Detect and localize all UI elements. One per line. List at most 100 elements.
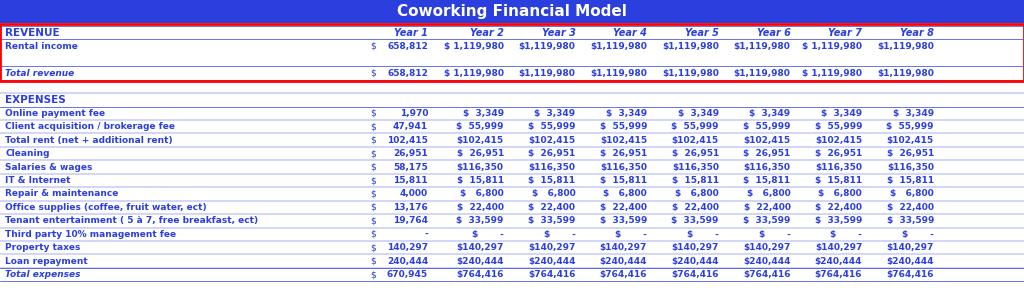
Text: $       -: $ -	[830, 230, 862, 239]
Text: $  15,811: $ 15,811	[887, 176, 934, 185]
Text: -: -	[424, 230, 428, 239]
Text: $  26,951: $ 26,951	[743, 149, 791, 158]
Text: 58,175: 58,175	[393, 162, 428, 172]
Text: $1,119,980: $1,119,980	[590, 42, 647, 51]
Text: $1,119,980: $1,119,980	[518, 42, 575, 51]
Text: $ 1,119,980: $ 1,119,980	[443, 69, 504, 78]
Text: $  33,599: $ 33,599	[815, 216, 862, 225]
Bar	[0, 0, 1024, 22]
Text: IT & Internet: IT & Internet	[5, 176, 71, 185]
Text: $102,415: $102,415	[672, 136, 719, 145]
Text: $   6,800: $ 6,800	[746, 189, 791, 198]
Text: $1,119,980: $1,119,980	[590, 69, 647, 78]
Text: $: $	[371, 149, 377, 158]
Text: $  26,951: $ 26,951	[600, 149, 647, 158]
Text: $   6,800: $ 6,800	[603, 189, 647, 198]
Text: $116,350: $116,350	[815, 162, 862, 172]
Text: Year 3: Year 3	[542, 28, 575, 38]
Text: $       -: $ -	[759, 230, 791, 239]
Text: Repair & maintenance: Repair & maintenance	[5, 189, 119, 198]
Text: $764,416: $764,416	[528, 270, 575, 279]
Text: Client acquisition / brokerage fee: Client acquisition / brokerage fee	[5, 122, 175, 131]
Text: $  22,400: $ 22,400	[600, 203, 647, 212]
Text: Salaries & wages: Salaries & wages	[5, 162, 92, 172]
Text: $  55,999: $ 55,999	[600, 122, 647, 131]
Text: $  55,999: $ 55,999	[743, 122, 791, 131]
Text: 1,970: 1,970	[399, 109, 428, 118]
Bar	[0, 24, 1024, 81]
Text: Year 7: Year 7	[828, 28, 862, 38]
Text: $  15,811: $ 15,811	[600, 176, 647, 185]
Text: $1,119,980: $1,119,980	[877, 42, 934, 51]
Text: $  26,951: $ 26,951	[528, 149, 575, 158]
Text: 670,945: 670,945	[387, 270, 428, 279]
Text: $116,350: $116,350	[528, 162, 575, 172]
Text: $: $	[371, 257, 377, 266]
Text: $102,415: $102,415	[600, 136, 647, 145]
Text: 102,415: 102,415	[387, 136, 428, 145]
Text: 4,000: 4,000	[400, 189, 428, 198]
Text: $   6,800: $ 6,800	[890, 189, 934, 198]
Text: $   6,800: $ 6,800	[531, 189, 575, 198]
Text: $140,297: $140,297	[457, 243, 504, 252]
Text: $  33,599: $ 33,599	[528, 216, 575, 225]
Text: 13,176: 13,176	[393, 203, 428, 212]
Text: Rental income: Rental income	[5, 42, 78, 51]
Text: $: $	[371, 162, 377, 172]
Text: $  15,811: $ 15,811	[815, 176, 862, 185]
Text: Property taxes: Property taxes	[5, 243, 81, 252]
Text: $: $	[371, 69, 377, 78]
Text: $  15,811: $ 15,811	[528, 176, 575, 185]
Text: Total revenue: Total revenue	[5, 69, 75, 78]
Text: $: $	[371, 270, 377, 279]
Text: $102,415: $102,415	[815, 136, 862, 145]
Text: 19,764: 19,764	[393, 216, 428, 225]
Text: $140,297: $140,297	[600, 243, 647, 252]
Text: $  33,599: $ 33,599	[672, 216, 719, 225]
Text: $116,350: $116,350	[743, 162, 791, 172]
Text: $116,350: $116,350	[672, 162, 719, 172]
Text: $140,297: $140,297	[887, 243, 934, 252]
Text: Total rent (net + additional rent): Total rent (net + additional rent)	[5, 136, 173, 145]
Text: $  22,400: $ 22,400	[457, 203, 504, 212]
Text: $  26,951: $ 26,951	[815, 149, 862, 158]
Text: $  22,400: $ 22,400	[528, 203, 575, 212]
Text: $764,416: $764,416	[815, 270, 862, 279]
Text: 15,811: 15,811	[393, 176, 428, 185]
Text: $116,350: $116,350	[457, 162, 504, 172]
Text: Year 8: Year 8	[900, 28, 934, 38]
Text: Tenant entertainment ( 5 à 7, free breakfast, ect): Tenant entertainment ( 5 à 7, free break…	[5, 216, 258, 225]
Text: $: $	[371, 230, 377, 239]
Text: $116,350: $116,350	[887, 162, 934, 172]
Text: Year 1: Year 1	[394, 28, 428, 38]
Text: $  22,400: $ 22,400	[887, 203, 934, 212]
Text: $  55,999: $ 55,999	[815, 122, 862, 131]
Text: $  55,999: $ 55,999	[528, 122, 575, 131]
Text: $ 1,119,980: $ 1,119,980	[802, 42, 862, 51]
Text: Total expenses: Total expenses	[5, 270, 81, 279]
Text: 140,297: 140,297	[387, 243, 428, 252]
Text: $1,119,980: $1,119,980	[518, 69, 575, 78]
Text: $240,444: $240,444	[457, 257, 504, 266]
Text: 26,951: 26,951	[393, 149, 428, 158]
Text: Cleaning: Cleaning	[5, 149, 49, 158]
Text: $1,119,980: $1,119,980	[877, 69, 934, 78]
Text: $764,416: $764,416	[672, 270, 719, 279]
Text: $764,416: $764,416	[887, 270, 934, 279]
Text: $       -: $ -	[902, 230, 934, 239]
Text: Coworking Financial Model: Coworking Financial Model	[397, 4, 627, 18]
Text: $140,297: $140,297	[815, 243, 862, 252]
Text: Online payment fee: Online payment fee	[5, 109, 105, 118]
Text: $: $	[371, 176, 377, 185]
Text: $: $	[371, 136, 377, 145]
Text: $  22,400: $ 22,400	[672, 203, 719, 212]
Text: $: $	[371, 42, 377, 51]
Text: $  3,349: $ 3,349	[463, 109, 504, 118]
Text: $102,415: $102,415	[887, 136, 934, 145]
Text: $102,415: $102,415	[457, 136, 504, 145]
Text: Year 6: Year 6	[757, 28, 791, 38]
Text: $764,416: $764,416	[743, 270, 791, 279]
Text: $  15,811: $ 15,811	[743, 176, 791, 185]
Text: $240,444: $240,444	[887, 257, 934, 266]
Text: 658,812: 658,812	[387, 69, 428, 78]
